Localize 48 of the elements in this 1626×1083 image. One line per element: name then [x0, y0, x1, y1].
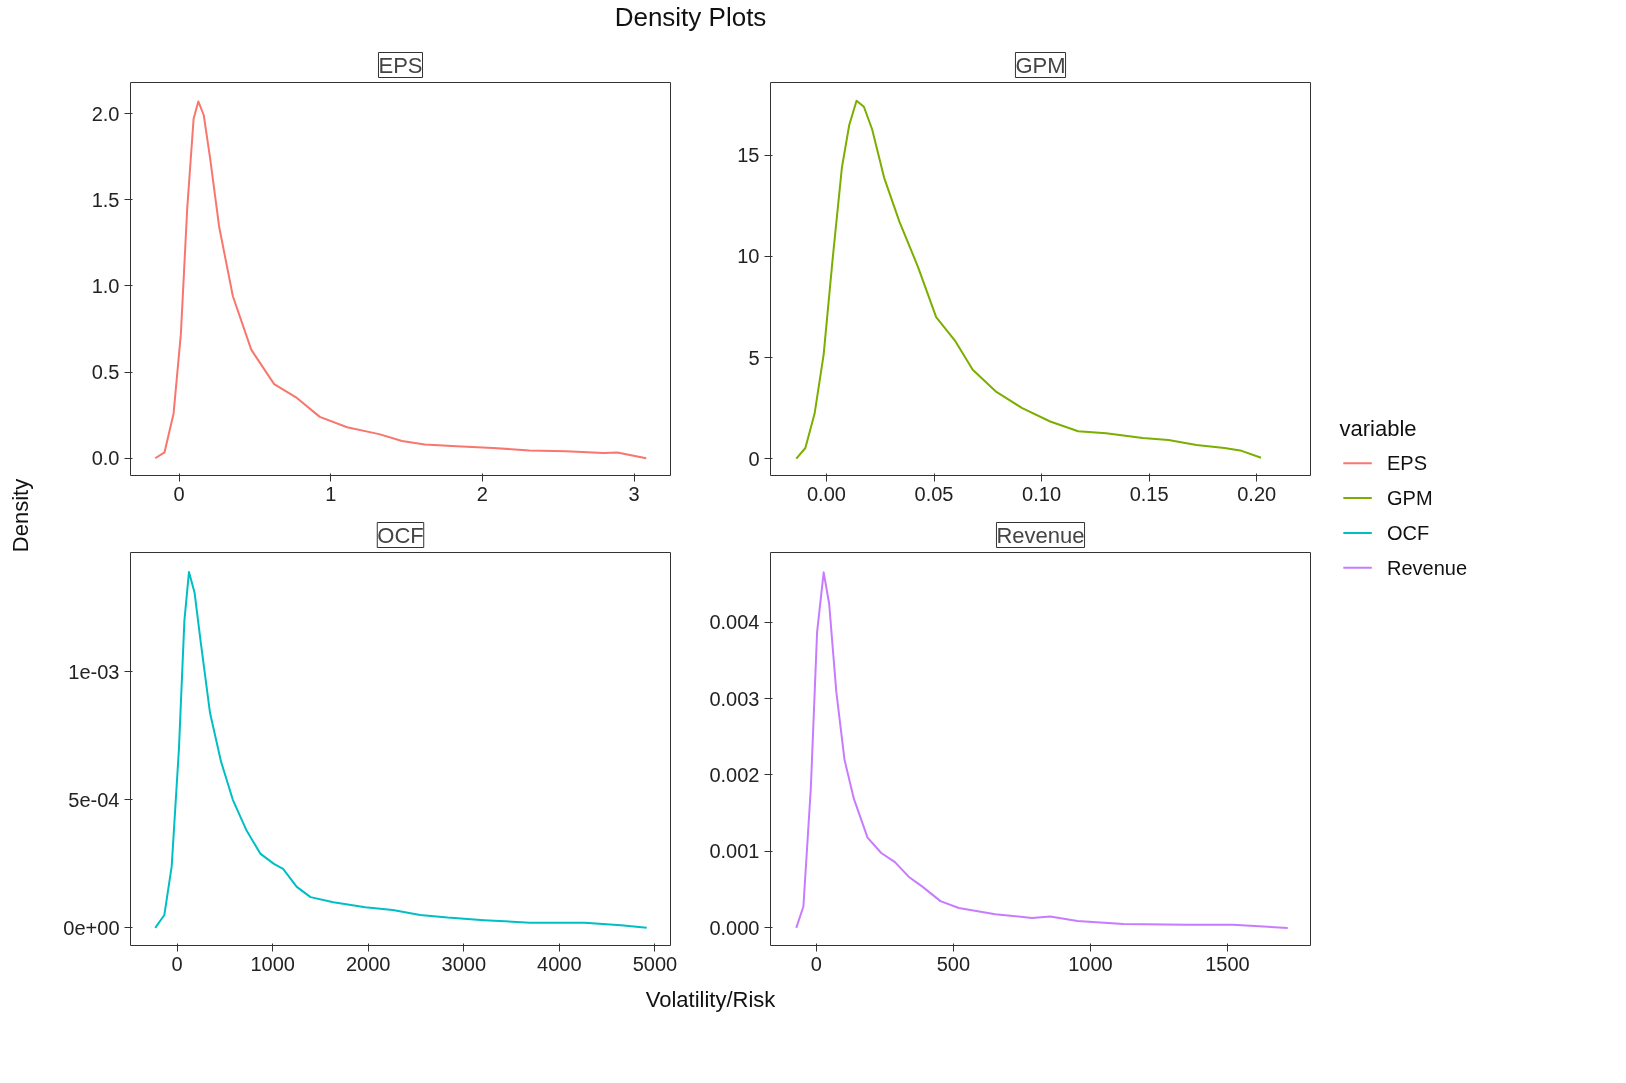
text: Density Plots — [614, 2, 767, 32]
x-tick-label: 2 — [476, 482, 488, 505]
y-tick-label: 0e+00 — [63, 916, 120, 939]
y-tick-label: 10 — [737, 245, 760, 268]
legend-title: variable — [1339, 416, 1417, 442]
x-tick-label: 3 — [628, 482, 640, 505]
x-axis-title: Volatility/Risk — [645, 986, 777, 1012]
x-tick-label: 0.20 — [1237, 482, 1277, 505]
x-tick-label: 0.00 — [806, 482, 846, 505]
y-tick-label: 0.003 — [709, 687, 760, 710]
chart-title: GPM — [1015, 52, 1066, 78]
x-tick-label: 1000 — [1068, 952, 1113, 975]
x-tick-label: 0.10 — [1022, 482, 1062, 505]
y-tick-label: 0.002 — [709, 764, 760, 786]
y-tick-label: 15 — [737, 144, 760, 167]
x-tick-label: 1500 — [1205, 952, 1250, 975]
y-tick-label: 5e-04 — [68, 788, 120, 811]
y-tick-label: 1e-03 — [68, 660, 120, 683]
legend-label: Revenue — [1387, 556, 1468, 579]
chart-title: EPS — [378, 52, 423, 78]
legend-label: GPM — [1387, 487, 1433, 510]
y-axis-title: Density — [8, 478, 33, 553]
x-tick-label: 0.15 — [1129, 482, 1169, 505]
legend-label: OCF — [1387, 521, 1430, 544]
y-tick-label: 2.0 — [91, 102, 120, 125]
y-tick-label: 1.5 — [91, 188, 120, 211]
x-tick-label: 1 — [325, 482, 337, 505]
y-tick-label: 0.0 — [91, 447, 120, 470]
legend-label: EPS — [1387, 452, 1428, 475]
x-tick-label: 500 — [936, 952, 971, 975]
y-tick-label: 0.001 — [709, 840, 760, 863]
x-tick-label: 0 — [173, 482, 185, 505]
x-tick-label: 0 — [171, 952, 183, 975]
y-tick-label: 0.000 — [709, 916, 760, 939]
x-tick-label: 2000 — [346, 952, 391, 975]
x-tick-label: 0 — [810, 952, 822, 975]
chart-title: Revenue — [996, 522, 1085, 548]
y-tick-label: 1.0 — [91, 274, 120, 297]
y-tick-label: 0.5 — [91, 361, 120, 384]
y-tick-label: 0.004 — [709, 611, 760, 634]
y-tick-label: 5 — [748, 346, 760, 369]
x-tick-label: 5000 — [632, 952, 678, 975]
x-tick-label: 1000 — [250, 952, 295, 975]
y-tick-label: 0 — [748, 447, 760, 470]
x-tick-label: 0.05 — [914, 482, 954, 505]
x-tick-label: 3000 — [441, 952, 487, 975]
x-tick-label: 4000 — [537, 952, 582, 975]
chart-title: OCF — [377, 522, 424, 548]
